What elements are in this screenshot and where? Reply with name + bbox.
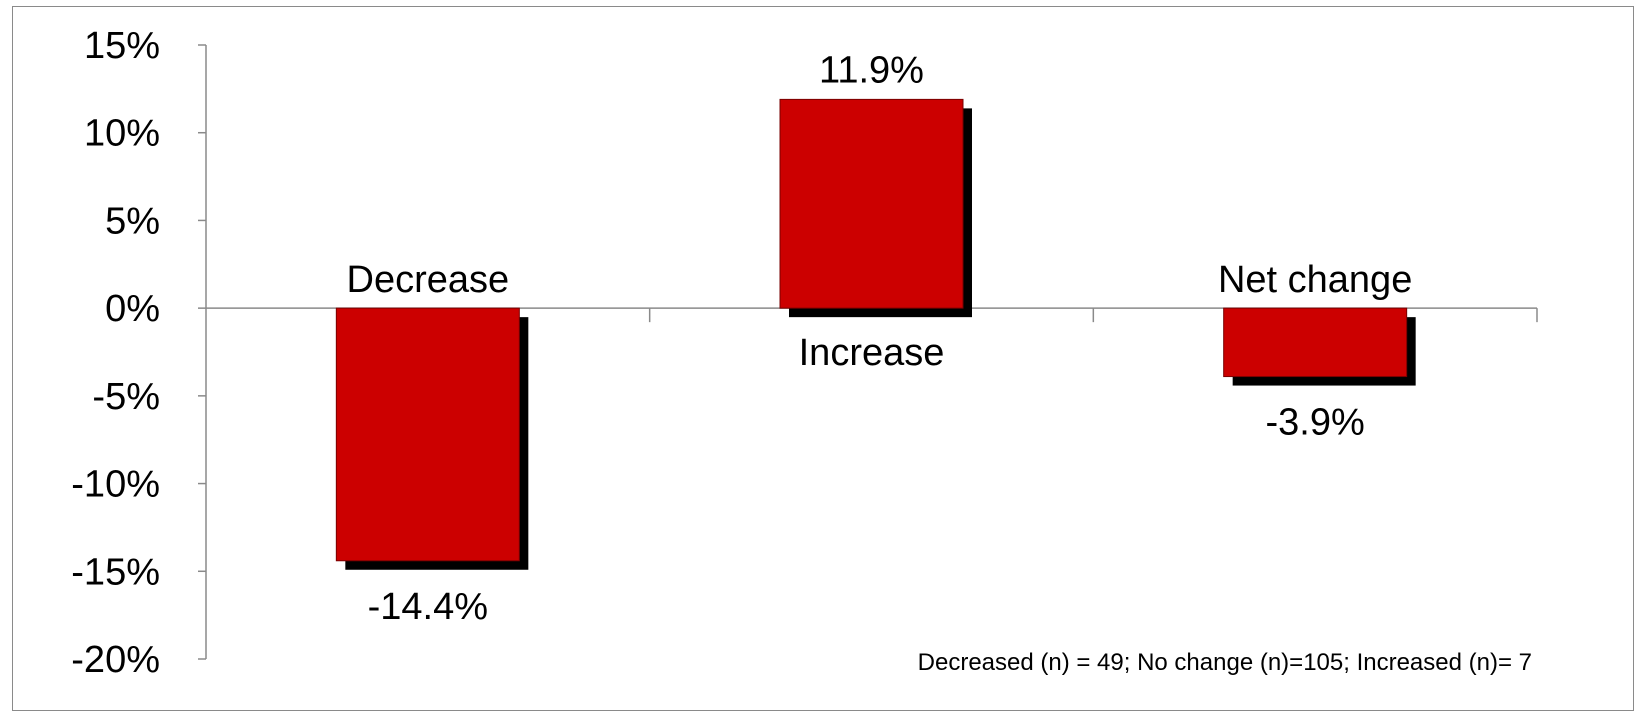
y-tick-label: 0% xyxy=(105,288,160,330)
y-tick-label: -20% xyxy=(71,639,160,681)
category-label: Decrease xyxy=(347,259,510,301)
data-label: -14.4% xyxy=(368,586,488,628)
sample-size-note: Decreased (n) = 49; No change (n)=105; I… xyxy=(918,649,1532,676)
y-tick-label: 5% xyxy=(105,200,160,242)
y-tick-label: 10% xyxy=(84,113,160,155)
category-label: Increase xyxy=(799,332,945,374)
bar-increase xyxy=(779,98,964,309)
y-tick-label: 15% xyxy=(84,25,160,67)
data-label: 11.9% xyxy=(819,49,924,91)
y-tick-label: -10% xyxy=(71,464,160,506)
labels: Decrease -14.4% Increase 11.9% Net change -3.… xyxy=(347,49,1413,627)
bars xyxy=(335,98,1416,570)
bar-decrease xyxy=(335,307,520,562)
bar-net-change xyxy=(1223,307,1408,378)
category-label: Net change xyxy=(1218,259,1412,301)
data-label: -3.9% xyxy=(1266,402,1365,444)
y-tick-label: -5% xyxy=(92,376,160,418)
y-tick-label: -15% xyxy=(71,551,160,593)
